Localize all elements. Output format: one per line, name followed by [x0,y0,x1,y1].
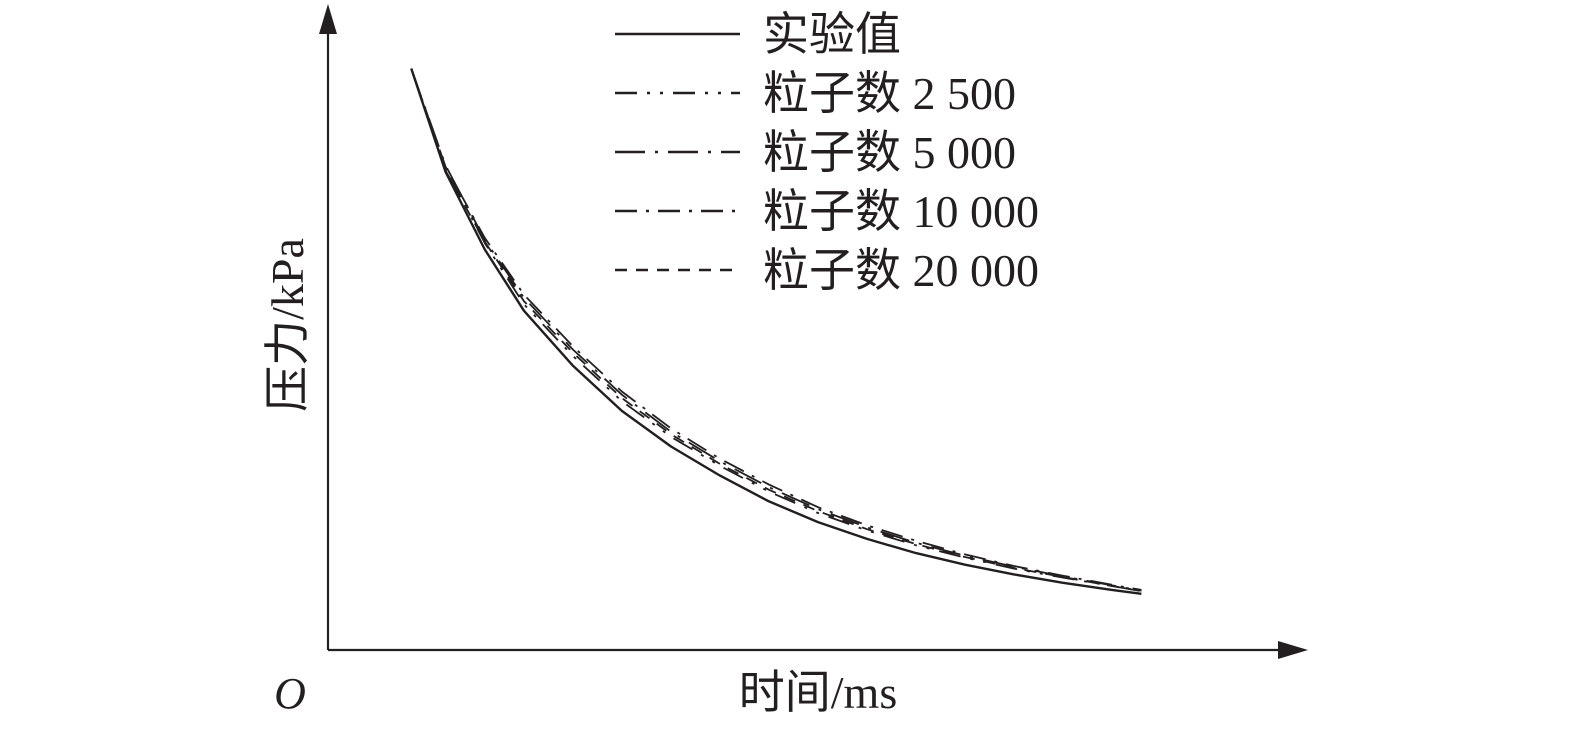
x-axis-arrow-icon [1278,641,1308,659]
series-line-5 [410,68,1142,593]
legend-item-1: 实验值 [615,9,901,60]
plot-area: O 时间/ms 压力/kPa [262,4,1308,718]
legend-label-1: 实验值 [763,9,901,60]
legend-label-5: 粒子数 20 000 [763,245,1039,296]
axes [319,4,1308,659]
legend-item-2: 粒子数 2 500 [615,68,1016,119]
series-line-4 [410,68,1142,591]
series-lines [410,68,1142,595]
series-line-1 [410,68,1142,595]
origin-label: O [274,669,306,718]
legend-label-3: 粒子数 5 000 [763,127,1016,178]
legend-item-4: 粒子数 10 000 [615,186,1039,237]
y-axis-label: 压力/kPa [262,238,313,412]
series-line-3 [410,68,1142,592]
legend-item-3: 粒子数 5 000 [615,127,1016,178]
x-axis-label: 时间/ms [739,667,897,718]
legend-item-5: 粒子数 20 000 [615,245,1039,296]
y-axis-arrow-icon [319,4,337,34]
legend-label-2: 粒子数 2 500 [763,68,1016,119]
legend-label-4: 粒子数 10 000 [763,186,1039,237]
series-line-2 [410,68,1142,593]
